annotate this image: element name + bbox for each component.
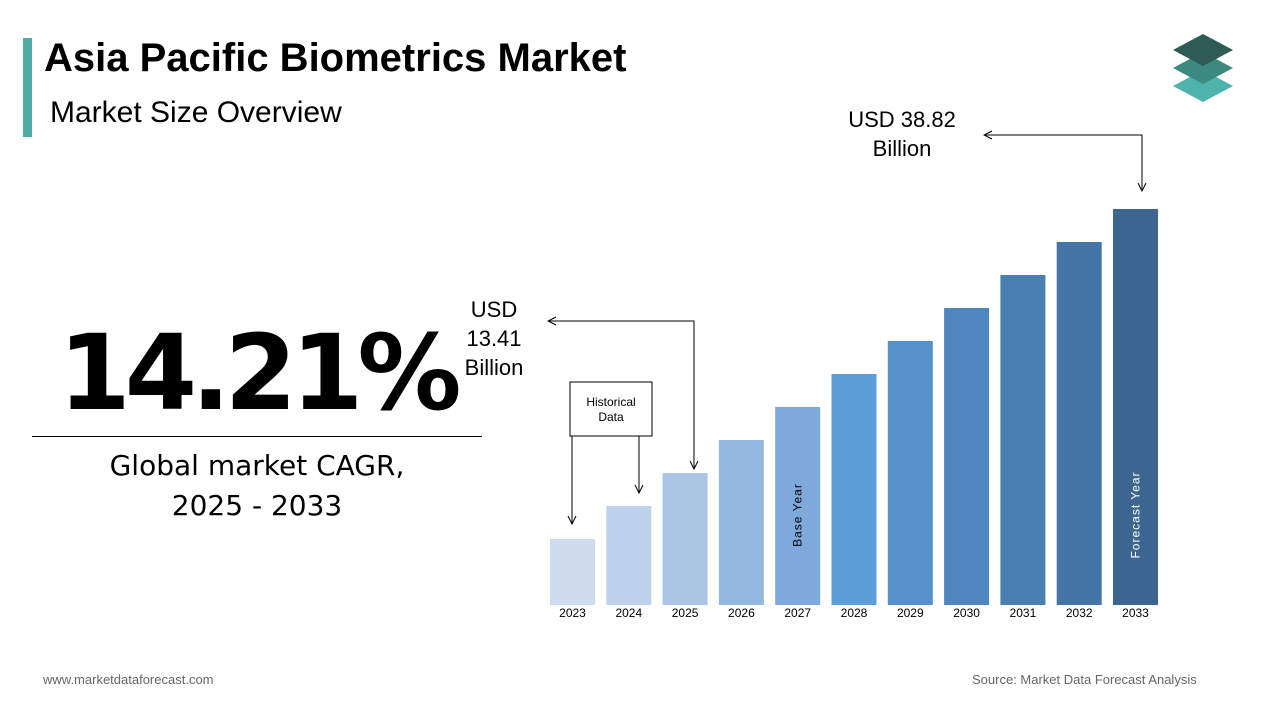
x-tick-2031: 2031 <box>1010 606 1037 620</box>
bar-2031 <box>1000 275 1046 605</box>
bar-2032 <box>1056 242 1102 605</box>
bar-annotation-labels: Base Year Forecast Year <box>791 471 1143 558</box>
bar-2030 <box>944 308 990 605</box>
x-tick-2024: 2024 <box>615 606 642 620</box>
cagr-value: 14.21% <box>58 312 461 434</box>
historical-data-line2: Data <box>598 410 624 424</box>
bar-2024 <box>606 506 652 605</box>
footer-website: www.marketdataforecast.com <box>43 672 214 687</box>
historical-data-box <box>569 381 653 437</box>
x-tick-2025: 2025 <box>672 606 699 620</box>
value-2025-line3: Billion <box>465 355 524 380</box>
value-2033-line1: USD 38.82 <box>848 107 956 132</box>
bar-2029 <box>887 341 933 605</box>
company-logo-icon <box>1173 34 1233 102</box>
x-tick-2023: 2023 <box>559 606 586 620</box>
x-axis-tick-labels: 2023 2024 2025 2026 2027 2028 2029 2030 2031 2032… <box>559 606 1149 620</box>
page-subtitle: Market Size Overview <box>50 96 342 129</box>
bar-2025 <box>662 473 708 605</box>
bar-2023 <box>550 539 595 605</box>
bar-2027 <box>775 407 821 605</box>
x-tick-2027: 2027 <box>784 606 811 620</box>
x-tick-2029: 2029 <box>897 606 924 620</box>
footer-source: Source: Market Data Forecast Analysis <box>972 672 1197 687</box>
bar-2028 <box>831 374 877 605</box>
value-2033-arrow <box>984 135 1143 191</box>
value-2025-line2: 13.41 <box>466 326 521 351</box>
cagr-label: Global market CAGR, 2025 - 2033 <box>32 446 482 526</box>
bar-2026 <box>718 440 764 605</box>
cagr-label-line1: Global market CAGR, <box>109 449 405 482</box>
value-2025-line1: USD <box>471 297 517 322</box>
cagr-divider <box>32 436 482 437</box>
historical-data-line1: Historical <box>586 395 635 409</box>
bar-group <box>550 209 1158 605</box>
x-tick-2028: 2028 <box>841 606 868 620</box>
bar-label-2027: Base Year <box>791 483 805 547</box>
value-2033-line2: Billion <box>873 136 932 161</box>
bar-label-2033: Forecast Year <box>1129 471 1143 558</box>
x-tick-2033: 2033 <box>1122 606 1149 620</box>
page-title: Asia Pacific Biometrics Market <box>44 36 627 80</box>
x-tick-2026: 2026 <box>728 606 755 620</box>
bar-2033 <box>1113 209 1158 605</box>
x-tick-2030: 2030 <box>953 606 980 620</box>
x-tick-2032: 2032 <box>1066 606 1093 620</box>
title-accent-bar <box>23 38 32 137</box>
cagr-label-line2: 2025 - 2033 <box>171 489 343 522</box>
